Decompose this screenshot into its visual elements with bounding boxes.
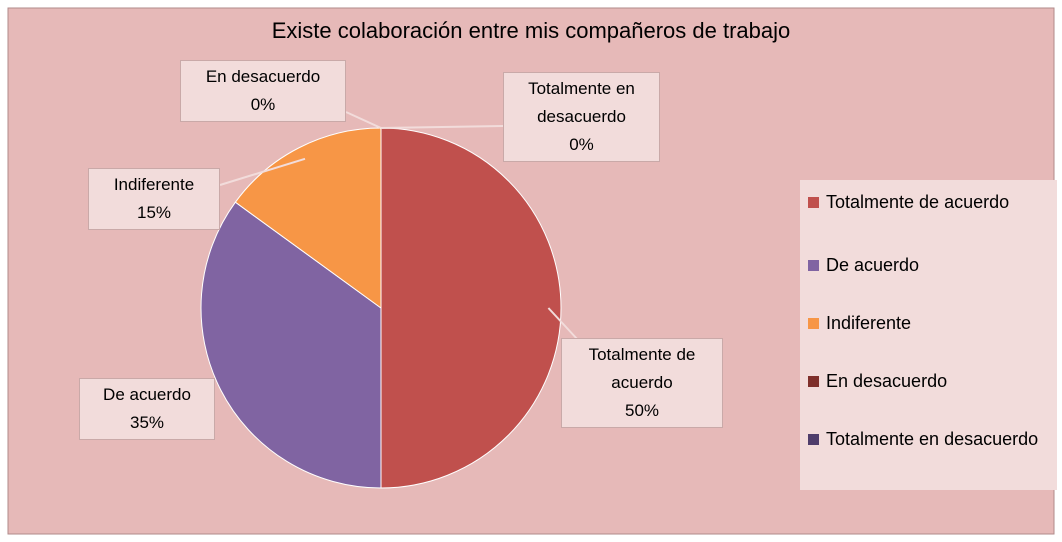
data-label-value: 15%	[136, 203, 172, 222]
callout-line	[380, 125, 504, 129]
data-label: De acuerdo 35%	[79, 378, 215, 440]
callout-line	[547, 307, 579, 341]
data-label-value: 0%	[250, 95, 276, 114]
legend-item: Totalmente de acuerdo	[808, 188, 1053, 216]
data-label: En desacuerdo 0%	[180, 60, 346, 122]
data-label-category: Totalmente en desacuerdo	[528, 79, 635, 126]
data-label-value: 0%	[569, 135, 594, 154]
data-label-category: De acuerdo	[103, 385, 191, 404]
legend-item: En desacuerdo	[808, 367, 1053, 395]
data-label-category: Indiferente	[113, 175, 195, 194]
legend-swatch	[808, 197, 819, 208]
data-label-value: 35%	[129, 413, 165, 432]
legend-label: De acuerdo	[826, 255, 920, 275]
data-label-category: En desacuerdo	[205, 67, 321, 86]
legend-label: Totalmente en desacuerdo	[826, 429, 1039, 449]
pie-slice	[380, 127, 562, 489]
legend-swatch	[808, 434, 819, 445]
data-label-category: Totalmente de acuerdo	[588, 345, 696, 392]
legend-swatch	[808, 260, 819, 271]
pie-slice	[234, 127, 382, 309]
callout-line	[345, 111, 382, 129]
legend: Totalmente de acuerdo De acuerdo Indiferen…	[800, 180, 1057, 490]
data-label: Totalmente de acuerdo 50%	[561, 338, 723, 428]
data-label-value: 50%	[624, 401, 660, 420]
chart-title: Existe colaboración entre mis compañeros…	[271, 18, 791, 43]
legend-label: Totalmente de acuerdo	[826, 192, 1010, 212]
data-label: Totalmente en desacuerdo 0%	[503, 72, 660, 162]
callout-line	[219, 157, 306, 186]
legend-label: En desacuerdo	[826, 371, 948, 391]
legend-swatch	[808, 376, 819, 387]
legend-item: Totalmente en desacuerdo	[808, 425, 1053, 453]
data-label: Indiferente 15%	[88, 168, 220, 230]
legend-swatch	[808, 318, 819, 329]
legend-item: Indiferente	[808, 309, 1053, 337]
pie-slice	[200, 201, 382, 489]
legend-label: Indiferente	[826, 313, 912, 333]
legend-item: De acuerdo	[808, 251, 1053, 279]
